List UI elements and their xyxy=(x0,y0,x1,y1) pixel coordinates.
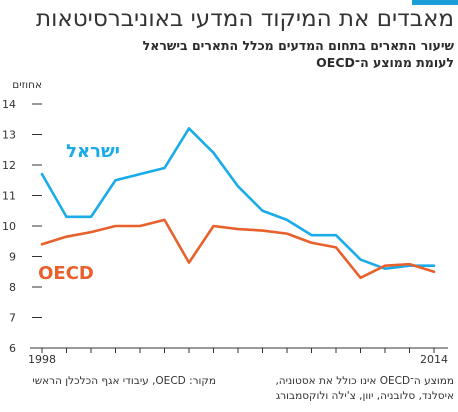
accent-bar xyxy=(412,0,458,5)
series-lines xyxy=(40,127,436,280)
source-text: מקור: OECD, עיבודי אגף הכלכלן הראשי xyxy=(32,375,216,387)
y-tick-label: 12 xyxy=(2,159,16,172)
y-tick-label: 14 xyxy=(2,98,16,111)
series-label-israel: ישראל xyxy=(66,141,120,162)
subtitle-line-1: שיעור התארים בתחום המדעים מכלל התארים בי… xyxy=(142,38,454,53)
y-tick-label: 6 xyxy=(9,342,16,355)
y-tick-label: 9 xyxy=(9,251,16,264)
x-tick-label: 1998 xyxy=(28,353,56,366)
x-tick-label: 2014 xyxy=(420,353,448,366)
source-note: מקור: OECD, עיבודי אגף הכלכלן הראשי xyxy=(6,374,216,389)
footnote-line-1: ממוצע ה־OECD אינו כולל את אסטוניה, xyxy=(275,375,454,387)
chart-title: מאבדים את המיקוד המדעי באוניברסיטאות xyxy=(36,6,454,32)
series-line-israel xyxy=(40,127,436,271)
y-axis: 6 7 8 9 10 11 12 13 14 xyxy=(2,98,42,355)
subtitle-line-2: לעומת ממוצע ה־OECD xyxy=(316,55,454,70)
y-tick-label: 13 xyxy=(2,129,16,142)
y-tick-label: 8 xyxy=(9,281,16,294)
y-tick-label: 11 xyxy=(2,190,16,203)
series-label-oecd: OECD xyxy=(38,263,94,284)
footnote-line-2: איסלנד, סלובניה, יוון, צ'ילה ולוקסמבורג xyxy=(275,390,454,402)
series-line-oecd xyxy=(40,218,436,280)
y-tick-label: 7 xyxy=(9,312,16,325)
x-axis: 1998 2014 xyxy=(28,348,448,366)
y-tick-label: 10 xyxy=(2,220,16,233)
footnote: ממוצע ה־OECD אינו כולל את אסטוניה, איסלנ… xyxy=(244,374,454,404)
y-axis-unit-label: אחוזים xyxy=(12,79,42,91)
chart-subtitle: שיעור התארים בתחום המדעים מכלל התארים בי… xyxy=(4,37,454,71)
